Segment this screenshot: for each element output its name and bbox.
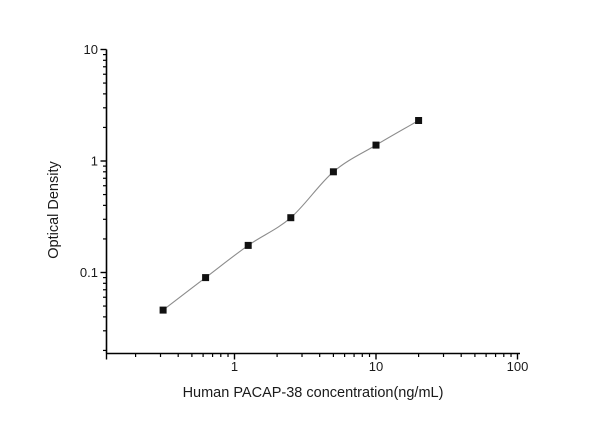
data-point-marker bbox=[202, 274, 210, 282]
x-axis-tick-label: 100 bbox=[507, 359, 529, 374]
axes: 1 10 100 0.1 1 10 bbox=[80, 42, 528, 374]
y-axis-tick-label: 1 bbox=[91, 154, 98, 169]
data-point-marker bbox=[372, 141, 380, 149]
data-point-marker bbox=[287, 214, 295, 222]
data-point-marker bbox=[159, 306, 167, 314]
data-point-marker bbox=[329, 168, 337, 176]
data-points bbox=[159, 117, 423, 314]
y-axis-tick-label: 0.1 bbox=[80, 265, 98, 280]
x-axis-tick-label: 1 bbox=[231, 359, 238, 374]
data-point-marker bbox=[244, 241, 252, 249]
y-axis-tick-label: 10 bbox=[84, 42, 98, 57]
data-point-marker bbox=[415, 117, 423, 124]
x-axis-tick-label: 10 bbox=[369, 359, 383, 374]
y-axis-title: Optical Density bbox=[46, 161, 62, 259]
x-axis-title: Human PACAP-38 concentration(ng/mL) bbox=[183, 385, 444, 401]
